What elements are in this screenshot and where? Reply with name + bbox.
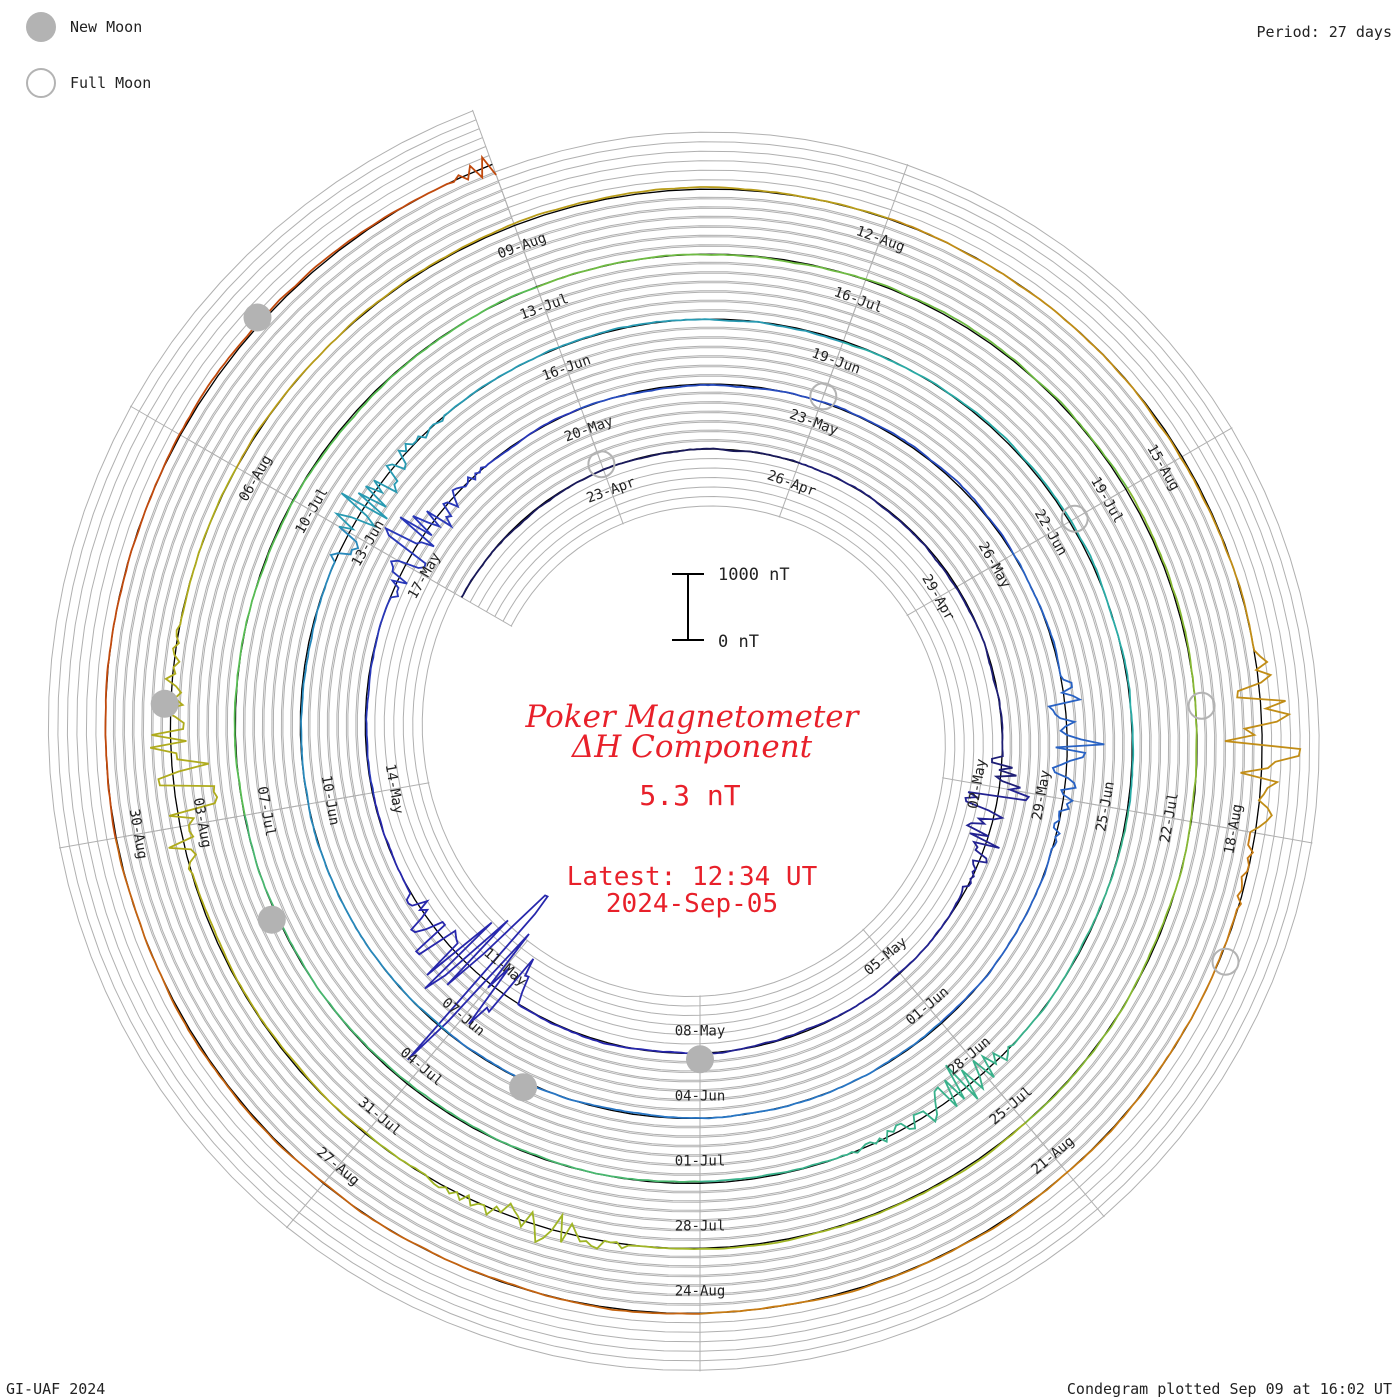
trace-segment [150,467,367,1134]
full-moon-marker [587,450,616,479]
trace-segment [365,1122,1027,1251]
trace-segment [703,786,1031,1055]
footer-left: GI-UAF 2024 [6,1380,106,1398]
date-tick-label: 05-May [861,934,910,979]
trace-segment [798,461,1021,789]
scale-bar: 1000 nT 0 nT [672,565,790,652]
date-tick-label: 19-Jul [1087,474,1126,526]
trace-segment [576,383,1013,551]
full-moon-marker [1187,691,1216,720]
date-tick-label: 02-May [965,758,990,811]
trace-segment [373,796,704,1061]
new-moon-icon [26,12,56,42]
grid-spoke [472,109,513,220]
trace-segment [365,408,578,797]
legend-new-moon: New Moon [26,12,142,42]
trace-segment [887,217,1302,833]
date-tick-label: 22-Jul [1157,792,1182,845]
chart-title: Poker Magnetometer [525,699,861,735]
scale-bar-top-label: 1000 nT [718,565,790,585]
center-title: Poker Magnetometer ΔH Component [525,699,861,765]
date-tick-label: 18-Aug [1221,803,1246,856]
footer-right: Condegram plotted Sep 09 at 16:02 UT [1066,1380,1392,1398]
new-moon-marker [509,1073,538,1102]
moon-layer [150,303,1240,1102]
date-tick-label: 04-Jun [675,1088,726,1104]
period-label: Period: 27 days [1256,23,1392,41]
latest-date: 2024-Sep-05 [606,889,778,919]
date-tick-label: 24-Aug [675,1283,726,1299]
new-moon-marker [150,689,179,718]
full-moon-icon [26,68,56,98]
legend-full-moon-label: Full Moon [70,74,152,92]
scale-bar-bottom-label: 0 nT [718,632,759,652]
trace-segment [460,447,800,598]
trace-segment [235,186,889,468]
date-tick-label: 13-Jul [518,291,571,323]
center-info: 5.3 nT Latest: 12:34 UT 2024-Sep-05 [567,779,818,919]
date-tick-label: 01-Jul [675,1153,726,1169]
new-moon-marker [686,1045,714,1074]
trace-segment [842,341,1135,811]
date-tick-label: 08-May [675,1023,726,1039]
date-tick-label: 09-Aug [496,230,549,262]
date-tick-label: 29-May [1029,769,1054,822]
legend-new-moon-label: New Moon [70,18,143,36]
date-tick-label: 25-Jun [1093,780,1118,833]
current-value: 5.3 nT [639,779,740,812]
full-moon-marker [809,382,838,411]
trace-segment [536,253,1129,489]
trace-segment [940,549,1105,1023]
trace-segment [300,525,450,1035]
new-moon-marker [243,303,272,332]
trace-segment [104,154,497,839]
date-tick-label: 28-Jul [675,1218,726,1234]
trace-segment [114,837,701,1315]
trace-segment [1024,487,1198,1124]
trace-segment [333,318,844,531]
legend-full-moon: Full Moon [26,68,151,98]
chart-subtitle: ΔH Component [571,729,813,765]
trace-segment [699,810,1130,1183]
date-tick-label: 20-May [562,413,615,445]
full-moon-marker [1211,947,1240,976]
new-moon-marker [257,905,286,934]
full-moon-marker [1060,504,1089,533]
trace-segment [699,831,1255,1315]
date-tick-label: 16-Jun [540,352,593,384]
data-layer [104,154,1302,1315]
trace-segment [233,286,538,816]
latest-time: Latest: 12:34 UT [567,862,818,892]
date-tick-label: 23-Apr [584,474,637,506]
